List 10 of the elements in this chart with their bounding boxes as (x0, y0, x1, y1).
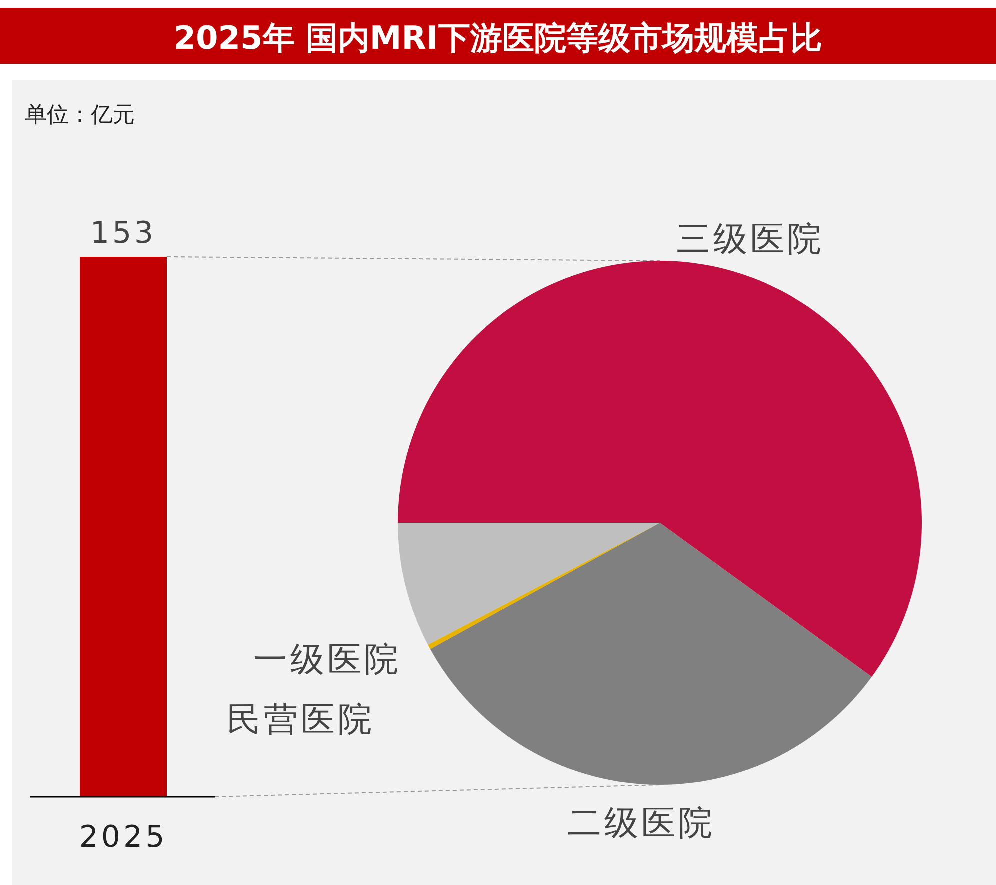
slice-label: 三级医院 (676, 219, 825, 260)
chart-subtitle: 单位：亿元 (25, 103, 135, 128)
data-label: 153 (90, 216, 157, 251)
slice-label: 民营医院 (227, 700, 376, 740)
slice-label: 一级医院 (254, 640, 402, 680)
pie-slice (430, 523, 872, 784)
x-tick-label: 2025 (79, 820, 168, 855)
pie-slice (398, 261, 922, 677)
slice-label: 二级医院 (568, 803, 716, 844)
text: 2025年 国内MRI下游医院等级市场规模占比 (174, 19, 822, 57)
